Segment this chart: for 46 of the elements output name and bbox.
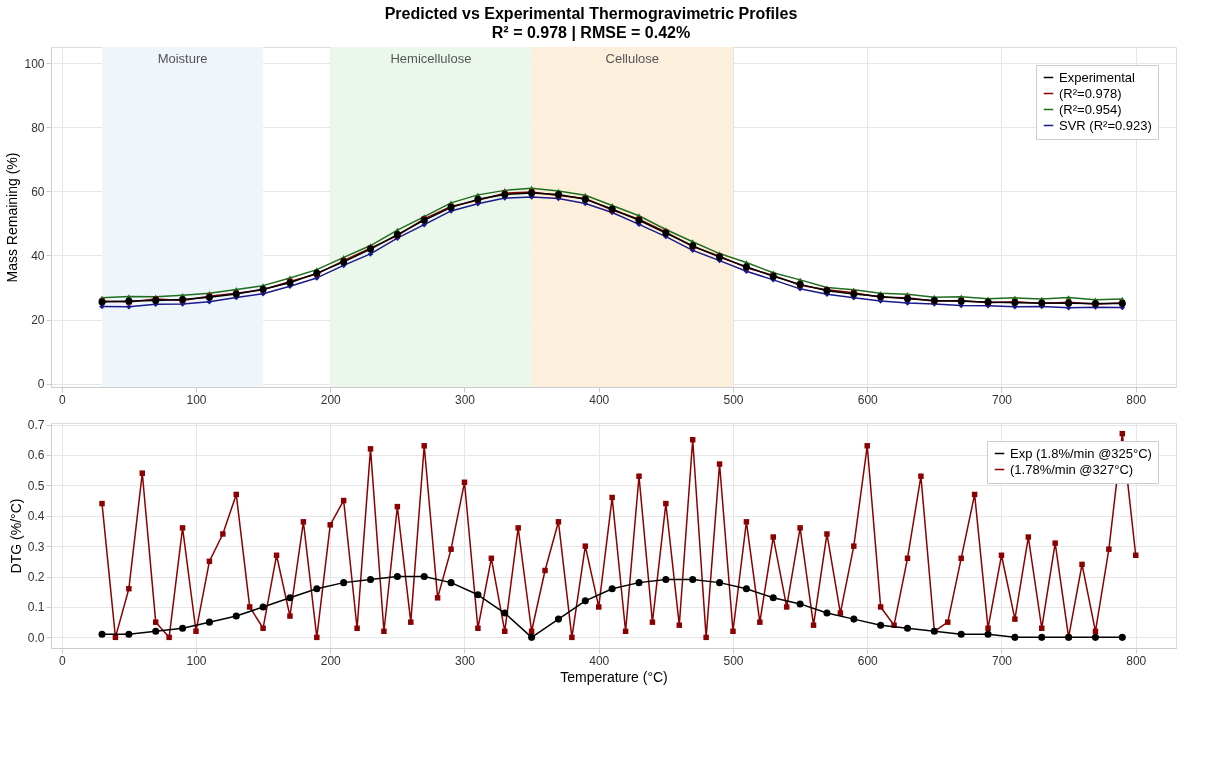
x-tick-label: 700: [991, 392, 1013, 407]
x-tick-label: 800: [1126, 653, 1147, 668]
y-tick-label: 0.5: [27, 478, 45, 493]
band-label: Cellulose: [605, 51, 660, 66]
x-tick-label: 500: [723, 392, 744, 407]
legend-label: (R²=0.954): [1059, 101, 1122, 117]
x-tick-label: 600: [857, 392, 879, 407]
x-tick-label: 200: [320, 653, 342, 668]
x-tick-label: 100: [186, 653, 207, 668]
x-tick-label: 200: [320, 392, 342, 407]
y-tick-label: 0.4: [27, 509, 45, 524]
y-tick-label: 0.2: [27, 570, 45, 585]
x-tick-label: 100: [186, 392, 207, 407]
y-tick-label: 0.7: [27, 418, 45, 433]
y-tick-label: 80: [31, 120, 45, 135]
y-tick-label: 60: [31, 184, 45, 199]
y-tick-label: 0: [37, 377, 45, 392]
x-tick-label: 400: [589, 392, 610, 407]
legend-label: SVR (R²=0.923): [1059, 117, 1152, 133]
y-tick-label: 0.6: [27, 448, 45, 463]
band-label: Hemicellulose: [390, 51, 472, 66]
y-tick-label: 40: [31, 248, 45, 263]
chart-subtitle: R² = 0.978 | RMSE = 0.42%: [491, 23, 691, 41]
legend-label: (R²=0.978): [1059, 85, 1122, 101]
x-tick-label: 300: [454, 653, 476, 668]
x-tick-label: 400: [589, 653, 610, 668]
legend-label: Exp (1.8%/min @325°C): [1010, 445, 1152, 461]
legend-label: Experimental: [1059, 69, 1135, 85]
chart-title: Predicted vs Experimental Thermogravimetric Profiles: [384, 4, 798, 22]
y-axis-title: Mass Remaining (%): [4, 152, 21, 283]
y-tick-label: 0.1: [27, 600, 45, 615]
band-label: Moisture: [157, 51, 208, 66]
x-tick-label: 800: [1126, 392, 1147, 407]
y-tick-label: 0.0: [27, 630, 45, 645]
y-tick-label: 100: [24, 56, 45, 71]
x-tick-label: 500: [723, 653, 744, 668]
x-tick-label: 600: [857, 653, 879, 668]
x-tick-label: 300: [454, 392, 476, 407]
y-axis-title: DTG (%/°C): [7, 498, 24, 574]
x-axis-title: Temperature (°C): [560, 668, 668, 685]
legend-label: (1.78%/min @327°C): [1010, 461, 1134, 477]
y-tick-label: 20: [31, 313, 45, 328]
x-tick-label: 0: [58, 653, 66, 668]
x-tick-label: 0: [58, 392, 66, 407]
y-tick-label: 0.3: [27, 539, 45, 554]
x-tick-label: 700: [991, 653, 1013, 668]
